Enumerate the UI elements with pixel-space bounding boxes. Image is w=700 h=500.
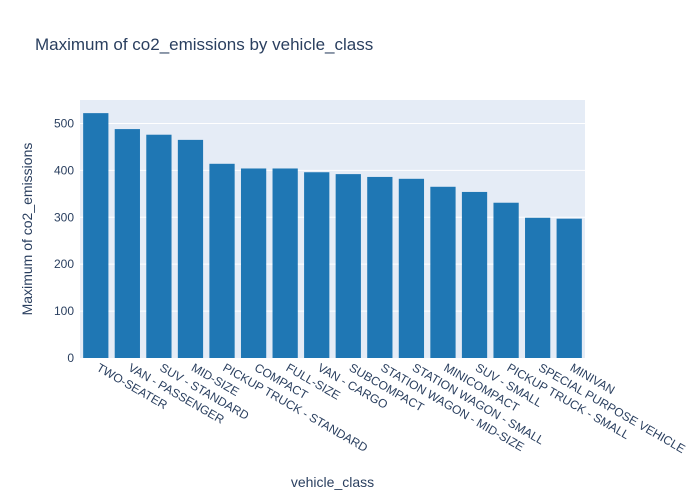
y-tick-label: 0 [67,351,74,365]
y-tick-label: 100 [54,304,74,318]
y-tick-label: 300 [54,210,74,224]
bar [556,218,582,358]
bar [367,176,393,358]
bar [525,217,551,358]
bar [335,174,361,358]
chart-title: Maximum of co2_emissions by vehicle_clas… [35,35,373,54]
bar [272,168,298,358]
y-tick-label: 400 [54,163,74,177]
bars [83,113,582,358]
y-tick-label: 500 [54,116,74,130]
bar [146,134,172,358]
y-axis-ticks: 0 100 200 300 400 500 [54,116,74,365]
bar [493,202,519,358]
bar [461,191,488,358]
bar [209,163,235,358]
x-axis-title: vehicle_class [291,474,374,490]
bar [83,113,109,358]
bar [430,186,456,358]
x-tick-label: SPECIAL PURPOSE VEHICLE [536,360,688,456]
bar [398,178,425,358]
bar [114,129,140,358]
bar [304,172,330,358]
bar [240,168,267,358]
y-axis-title: Maximum of co2_emissions [19,143,35,316]
y-tick-label: 200 [54,257,74,271]
bar [177,139,204,358]
